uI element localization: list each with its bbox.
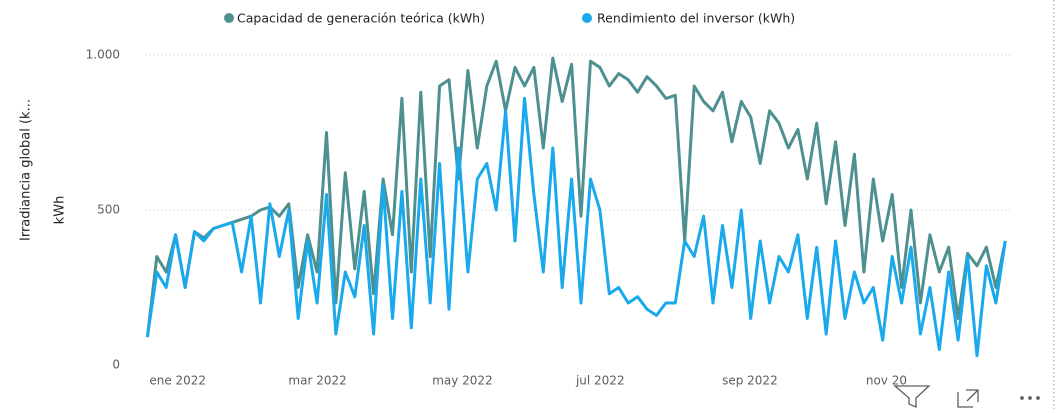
y-tick-label: 1.000 — [86, 48, 120, 62]
series-line — [145, 56, 1007, 338]
legend-label: Rendimiento del inversor (kWh) — [597, 11, 795, 26]
y-tick-label: 0 — [112, 358, 120, 372]
visual-header-icons[interactable] — [893, 385, 1040, 408]
legend-dot — [582, 13, 592, 23]
legend-dot — [224, 13, 234, 23]
y-axis-title: kWh — [53, 196, 68, 225]
x-tick-label: ene 2022 — [149, 374, 206, 388]
more-icon[interactable] — [1028, 396, 1032, 400]
y-tick-label: 500 — [97, 203, 120, 217]
x-tick-label: may 2022 — [432, 374, 493, 388]
focus-icon[interactable] — [957, 389, 979, 408]
filter-icon[interactable] — [893, 385, 931, 408]
legend: Capacidad de generación teórica (kWh) Re… — [224, 11, 795, 26]
secondary-axis-title: Irradiancia global (k... — [19, 99, 34, 241]
legend-label: Capacidad de generación teórica (kWh) — [237, 11, 485, 26]
x-tick-label: nov 20 — [866, 374, 907, 388]
series-line — [145, 96, 1007, 358]
x-tick-label: sep 2022 — [722, 374, 778, 388]
more-icon[interactable] — [1036, 396, 1040, 400]
more-icon[interactable] — [1020, 396, 1024, 400]
x-tick-label: mar 2022 — [288, 374, 346, 388]
x-tick-label: jul 2022 — [575, 374, 625, 388]
